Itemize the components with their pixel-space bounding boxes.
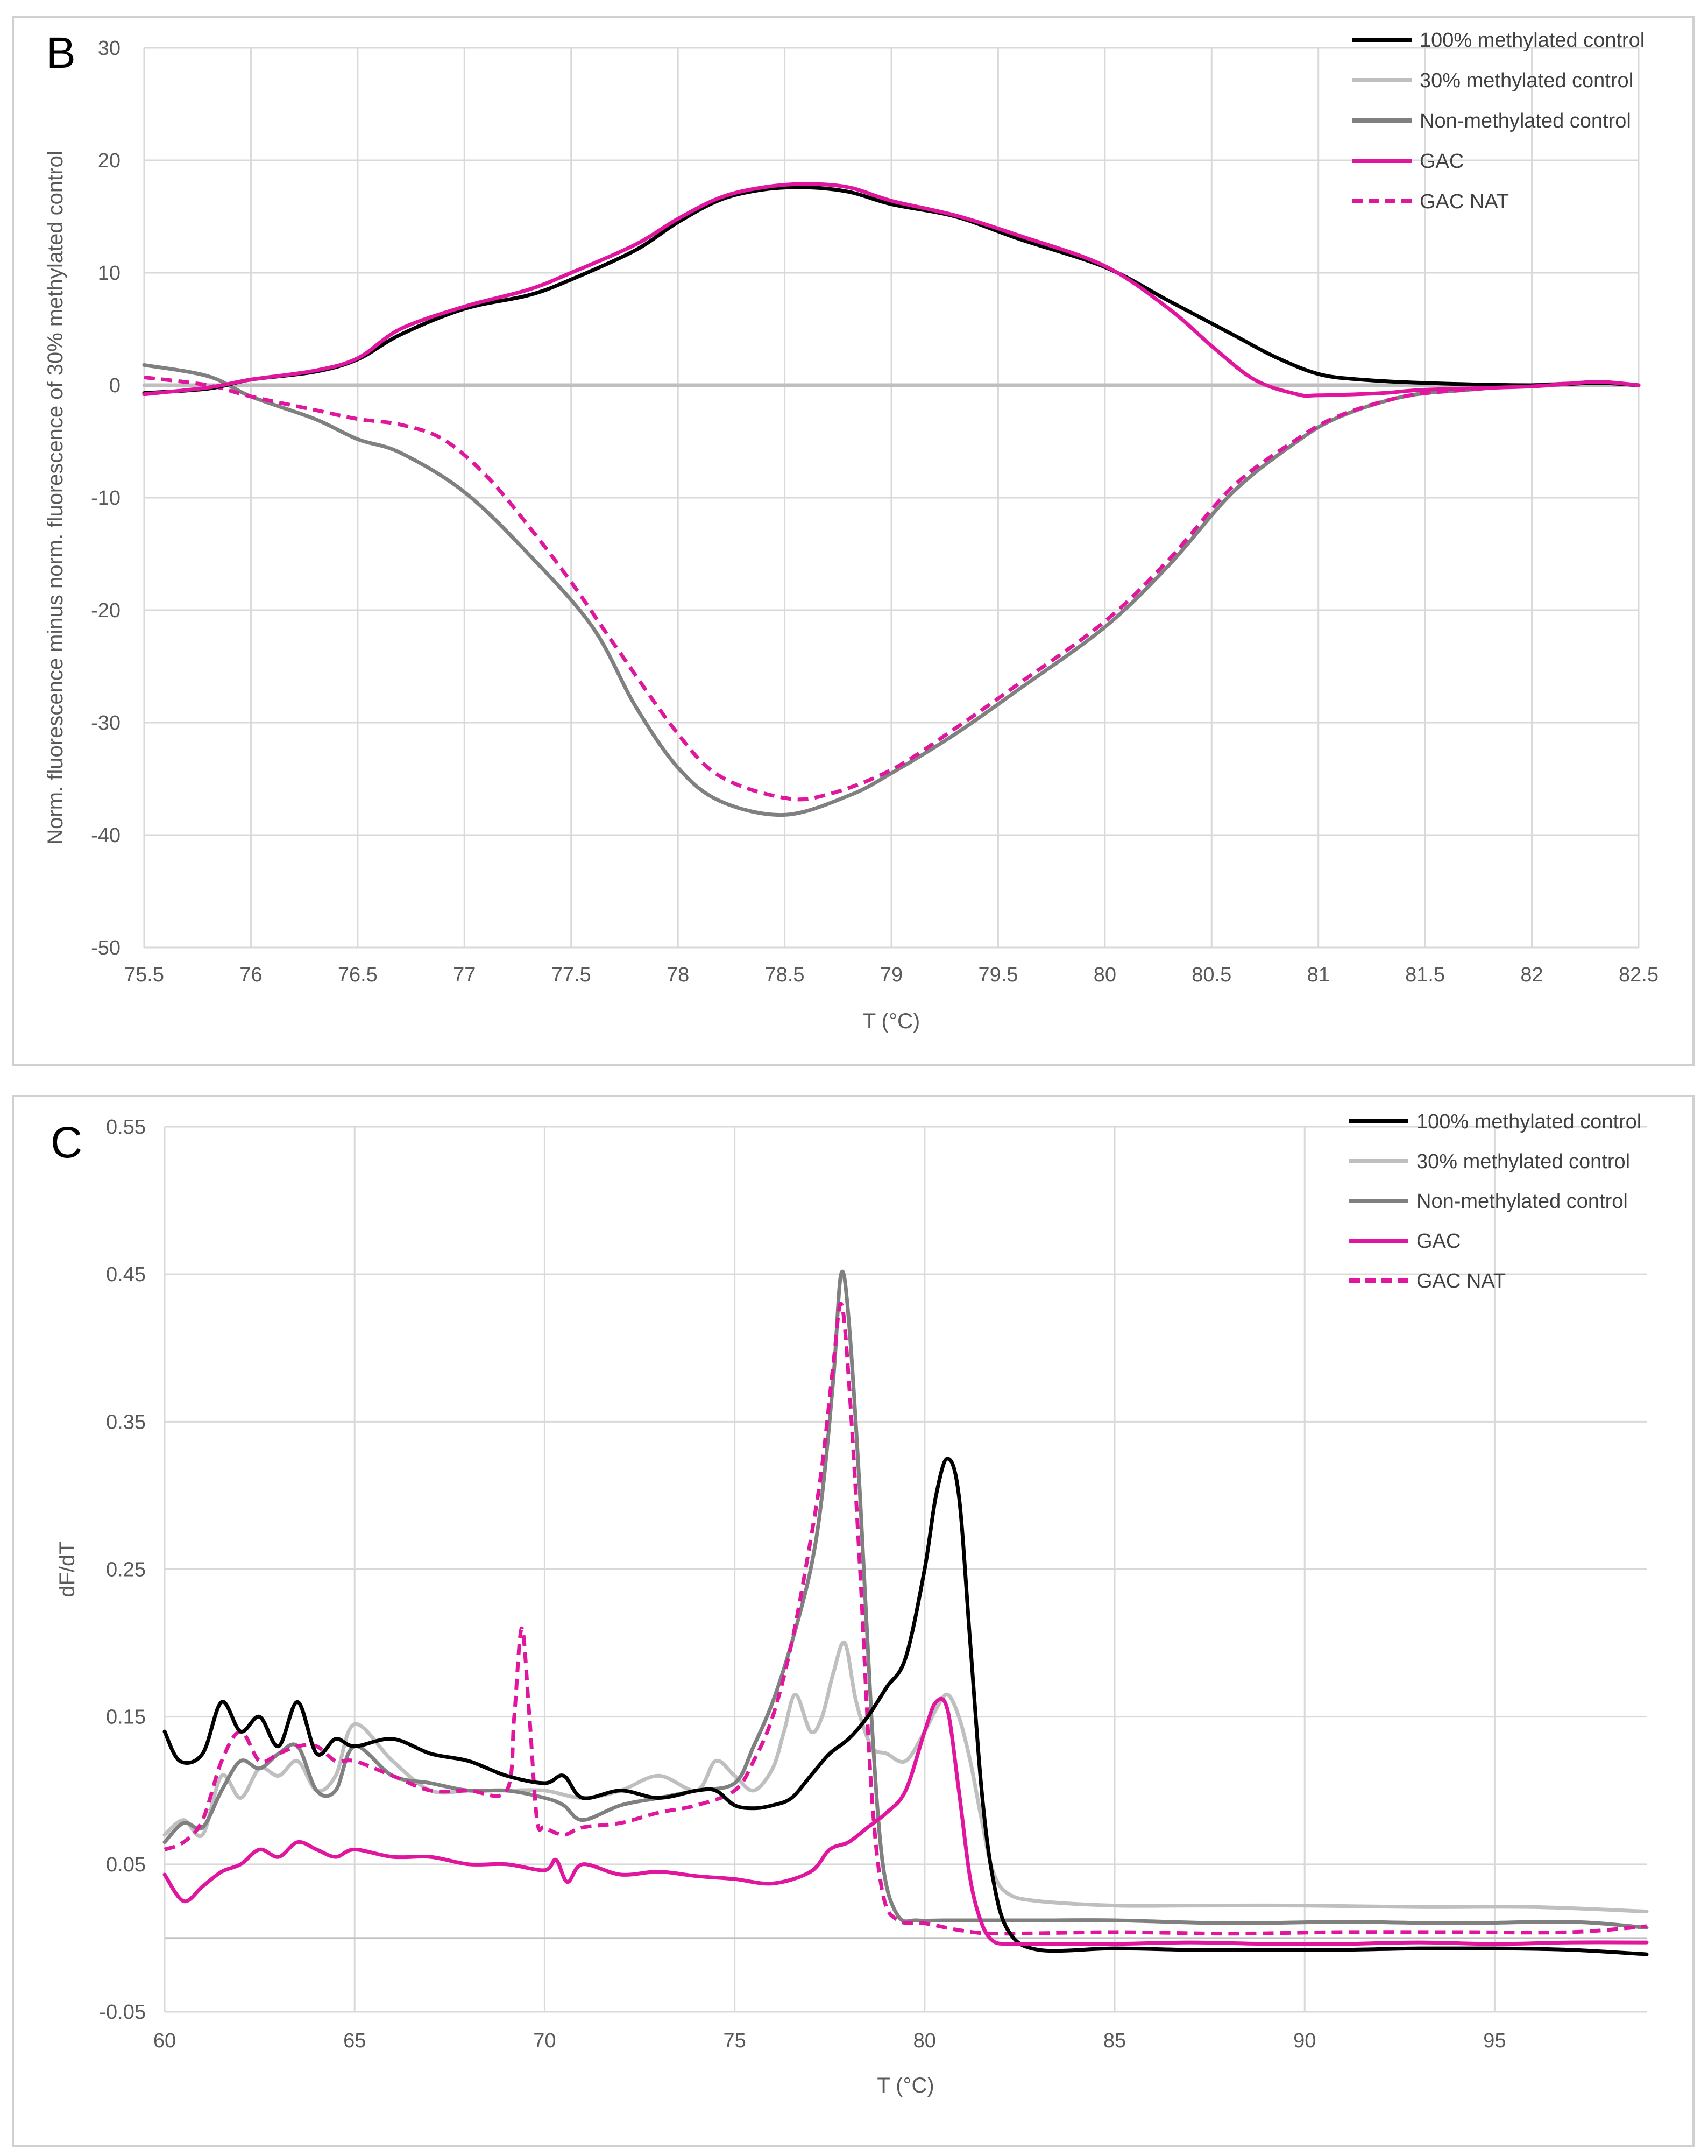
chart-b-x-tick-label: 76 <box>239 964 262 986</box>
chart-c-y-tick-label: 0.25 <box>106 1559 146 1581</box>
chart-b-x-tick-label: 80.5 <box>1192 964 1231 986</box>
chart-c-y-tick-label: -0.05 <box>99 2001 146 2024</box>
chart-c-legend-label-gacnat: GAC NAT <box>1416 1270 1506 1292</box>
chart-b-series-lines <box>142 182 1641 817</box>
chart-b-y-tick-label: 20 <box>98 150 121 172</box>
chart-c-series-m30 <box>162 1640 1649 1914</box>
chart-b-x-axis-title: T (°C) <box>863 1009 920 1033</box>
chart-b-legend-label-m100: 100% methylated control <box>1420 29 1645 52</box>
chart-c-x-tick-label: 60 <box>153 2030 176 2052</box>
chart-c-x-tick-label: 90 <box>1293 2030 1316 2052</box>
chart-c-y-tick-label: 0.35 <box>106 1411 146 1433</box>
chart-c-y-tick-label: 0.15 <box>106 1706 146 1729</box>
chart-b-x-tick-label: 76.5 <box>338 964 378 986</box>
chart-c-y-tick-label: 0.05 <box>106 1854 146 1876</box>
chart-c-x-tick-label: 85 <box>1103 2030 1126 2052</box>
chart-b-x-tick-label: 81.5 <box>1405 964 1445 986</box>
chart-b-legend-label-gacnat: GAC NAT <box>1420 190 1509 213</box>
chart-b-y-tick-label: -20 <box>91 599 121 622</box>
chart-c-legend-label-m0: Non-methylated control <box>1416 1190 1628 1213</box>
chart-b-legend-label-gac: GAC <box>1420 150 1464 173</box>
chart-c-y-tick-label: 0.45 <box>106 1263 146 1286</box>
chart-c-x-tick-label: 75 <box>723 2030 746 2052</box>
chart-b-y-tick-label: 10 <box>98 262 121 285</box>
chart-c-series-lines <box>162 1269 1649 1956</box>
chart-b-x-tick-label: 82 <box>1520 964 1543 986</box>
chart-b-svg: B 75.5 76 76.5 77 77.5 78 78.5 79 79.5 80 80.5 81 81… <box>44 29 1659 1033</box>
chart-c-series-gacnat <box>164 1302 1647 1936</box>
chart-b-series-gacnat <box>144 375 1639 802</box>
chart-b-y-tick-label: 0 <box>109 374 121 397</box>
chart-b-x-tick-label: 77 <box>453 964 476 986</box>
chart-c-svg: C 60 65 70 75 80 85 90 95 0.55 0.45 0.35 0.25 0.15 0.… <box>51 1111 1649 2097</box>
panel-b: B 75.5 76 76.5 77 77.5 78 78.5 79 79.5 80 80.5 81 81… <box>12 16 1695 1066</box>
chart-c-y-tick-label: 0.55 <box>106 1116 146 1139</box>
chart-b-gridlines <box>143 47 1640 949</box>
chart-c-legend-label-m30: 30% methylated control <box>1416 1150 1630 1173</box>
chart-c-gridlines <box>164 1126 1647 2013</box>
panel-letter-b: B <box>46 29 76 77</box>
chart-c-legend: 100% methylated control 30% methylated co… <box>1349 1111 1641 1292</box>
chart-b-x-tick-label: 79.5 <box>978 964 1018 986</box>
chart-c-x-tick-label: 70 <box>533 2030 556 2052</box>
chart-b-y-tick-label: -10 <box>91 487 121 510</box>
chart-b-y-axis-title: Norm. fluorescence minus norm. fluoresce… <box>44 151 67 844</box>
chart-b-y-tick-label: -30 <box>91 712 121 734</box>
chart-c-series-gac <box>162 1696 1649 1946</box>
chart-b-series-gac <box>142 182 1641 398</box>
chart-c-legend-label-m100: 100% methylated control <box>1416 1111 1641 1133</box>
chart-c-x-axis-title: T (°C) <box>877 2074 934 2097</box>
panel-c: C 60 65 70 75 80 85 90 95 0.55 0.45 0.35 0.25 0.15 0.… <box>12 1095 1695 2147</box>
chart-b-x-tick-label: 79 <box>880 964 903 986</box>
chart-c-x-tick-label: 95 <box>1483 2030 1506 2052</box>
chart-b-x-tick-label: 78 <box>667 964 689 986</box>
chart-b-x-tick-label: 75.5 <box>124 964 164 986</box>
chart-b-legend: 100% methylated control 30% methylated co… <box>1352 29 1645 213</box>
chart-b-legend-label-m0: Non-methylated control <box>1420 110 1631 132</box>
chart-c-series-m100 <box>162 1457 1649 1956</box>
chart-c-legend-label-gac: GAC <box>1416 1230 1461 1253</box>
chart-c-x-tick-label: 80 <box>913 2030 936 2052</box>
chart-b-y-tick-label: -50 <box>91 937 121 959</box>
chart-c-x-tick-label: 65 <box>343 2030 366 2052</box>
chart-b-series-m100 <box>142 185 1641 395</box>
panel-letter-c: C <box>51 1118 82 1167</box>
chart-b-x-tick-label: 78.5 <box>765 964 805 986</box>
chart-b-y-tick-label: 30 <box>98 37 121 60</box>
chart-b-x-tick-label: 80 <box>1094 964 1116 986</box>
chart-c-series-m0 <box>162 1269 1649 1930</box>
chart-b-x-tick-label: 81 <box>1307 964 1330 986</box>
chart-b-legend-label-m30: 30% methylated control <box>1420 69 1633 92</box>
chart-b-x-tick-label: 77.5 <box>551 964 591 986</box>
chart-b-x-tick-label: 82.5 <box>1619 964 1659 986</box>
chart-b-y-tick-label: -40 <box>91 824 121 847</box>
chart-c-y-axis-title: dF/dT <box>55 1541 79 1597</box>
